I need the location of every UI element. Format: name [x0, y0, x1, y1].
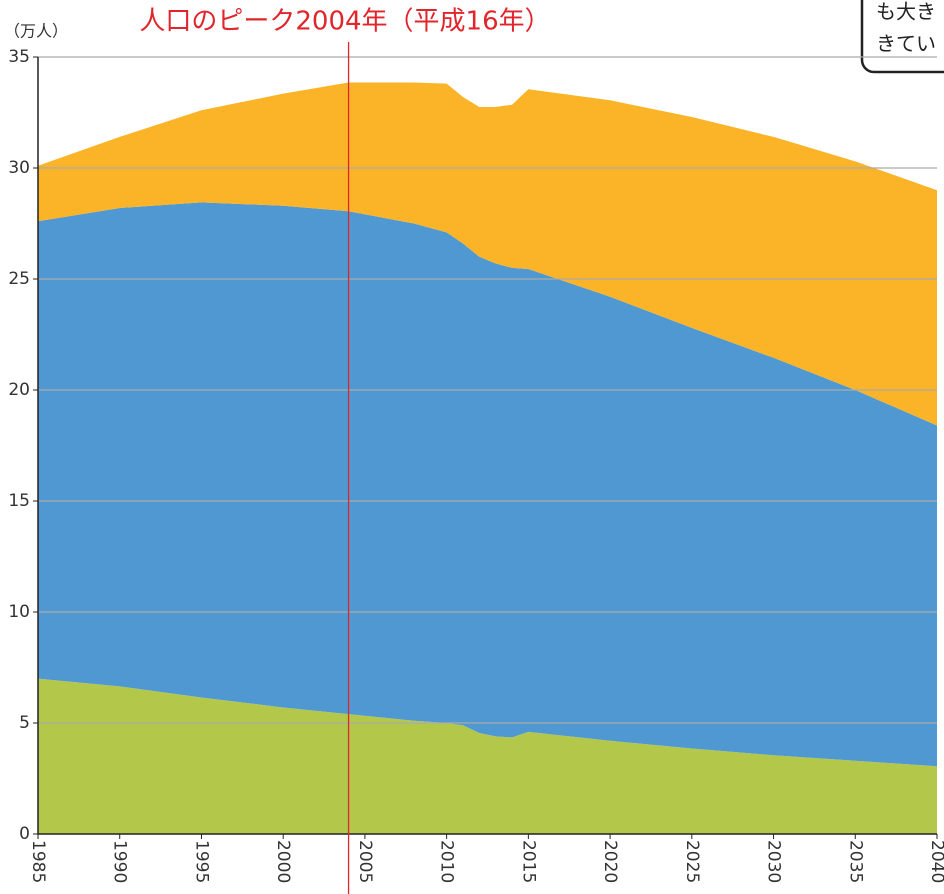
y-tick-label: 25 — [8, 269, 30, 289]
x-tick-label: 2020 — [600, 840, 620, 883]
callout-text: きてい — [876, 32, 936, 56]
area — [38, 202, 937, 767]
x-tick-label: 2000 — [273, 840, 293, 883]
x-tick-label: 2025 — [682, 840, 702, 883]
x-tick-label: 2035 — [845, 840, 865, 883]
y-tick-label: 20 — [8, 380, 30, 400]
area — [38, 678, 937, 834]
x-tick-label: 2015 — [518, 840, 538, 883]
x-tick-label: 2005 — [355, 840, 375, 883]
y-axis-label: （万人） — [4, 22, 68, 41]
x-tick-label: 1990 — [110, 840, 130, 883]
y-tick-label: 15 — [8, 491, 30, 511]
y-tick-label: 35 — [8, 47, 30, 67]
y-tick-label: 5 — [19, 713, 30, 733]
x-tick-label: 2010 — [437, 840, 457, 883]
y-tick-label: 0 — [19, 824, 30, 844]
callout-text: も大き — [876, 0, 936, 24]
chart-title: 人口のピーク2004年（平成16年） — [139, 7, 550, 37]
y-tick-label: 30 — [8, 158, 30, 178]
x-tick-label: 2030 — [764, 840, 784, 883]
y-tick-label: 10 — [8, 602, 30, 622]
x-tick-label: 1995 — [191, 840, 211, 883]
x-tick-label: 2040 — [927, 840, 944, 883]
x-tick-label: 1985 — [28, 840, 48, 883]
callout-box — [860, 0, 944, 74]
